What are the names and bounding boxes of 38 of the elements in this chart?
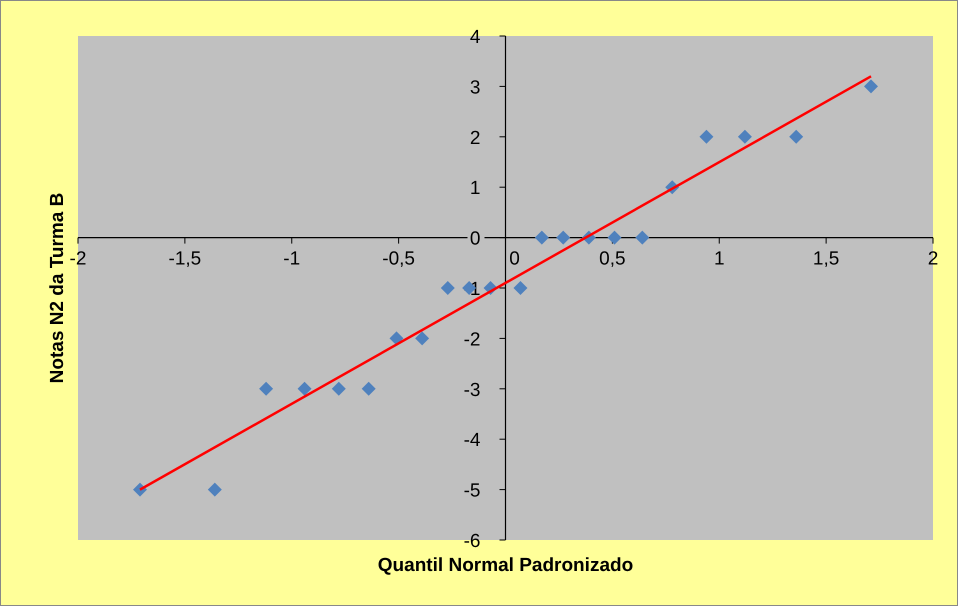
x-tick-label: 1 [714, 248, 725, 270]
x-tick-label: 0 [509, 248, 520, 270]
y-tick-label: -6 [464, 531, 480, 552]
point [738, 130, 752, 144]
point [208, 482, 222, 497]
point [298, 382, 312, 396]
point [556, 230, 570, 245]
point [415, 331, 430, 346]
point [440, 281, 455, 295]
y-tick-label: -3 [464, 380, 480, 401]
point [513, 281, 528, 295]
y-tick-label: 2 [470, 128, 480, 149]
point [635, 230, 650, 245]
x-tick-label: -1,5 [168, 248, 202, 270]
x-tick-label: 1,5 [812, 248, 840, 270]
y-tick-label: 1 [470, 178, 480, 200]
y-tick-label: 3 [470, 77, 480, 98]
point [789, 130, 804, 144]
x-tick-label: 0,5 [599, 248, 626, 270]
x-tick-label: -2 [70, 248, 86, 270]
point [534, 230, 549, 245]
y-tick-label: -4 [464, 430, 481, 452]
point [389, 331, 404, 346]
x-tick-label: -0,5 [382, 248, 415, 270]
y-tick-label: 0 [470, 228, 480, 250]
x-tick-label: -1 [283, 248, 300, 270]
y-tick-label: -2 [464, 329, 480, 350]
y-axis-title: Notas N2 da Turma B [47, 192, 68, 384]
point [699, 130, 714, 144]
y-tick-label: -5 [464, 480, 480, 502]
y-tick-label: 4 [470, 27, 481, 48]
point [332, 382, 346, 396]
point [864, 79, 878, 94]
point [608, 230, 622, 245]
x-tick-label: 2 [928, 248, 938, 270]
x-axis-title: Quantil Normal Padronizado [378, 555, 634, 576]
point [362, 382, 376, 396]
point [259, 382, 274, 396]
